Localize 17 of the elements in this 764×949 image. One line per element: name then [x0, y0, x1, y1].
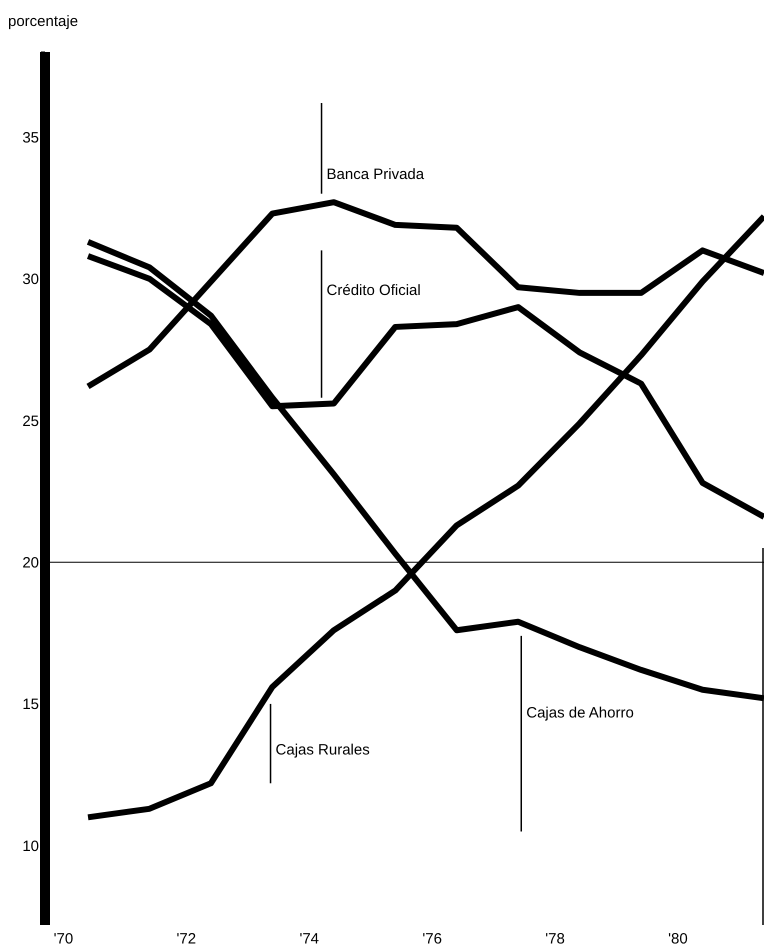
text: Cajas de Ahorro — [526, 704, 634, 722]
y-tick-label: 35 — [22, 129, 39, 146]
y-tick-label: 10 — [22, 838, 39, 855]
series-label: Crédito Oficial — [326, 282, 421, 300]
x-tick-label: '78 — [545, 930, 565, 948]
x-tick-label: '80 — [668, 930, 688, 948]
y-tick-label: 30 — [22, 271, 39, 288]
y-tick-label: 20 — [22, 554, 39, 572]
x-tick-label: '74 — [299, 930, 320, 948]
y-tick-label: 25 — [22, 412, 39, 430]
x-tick-label: '72 — [176, 930, 196, 948]
series-label: Banca Privada — [326, 166, 425, 183]
text: Cajas Rurales — [276, 741, 370, 758]
y-axis-title: porcentaje — [8, 13, 78, 30]
y-tick-label: 15 — [22, 696, 39, 714]
x-tick-label: '70 — [54, 930, 74, 948]
x-tick-label: '76 — [422, 930, 442, 948]
